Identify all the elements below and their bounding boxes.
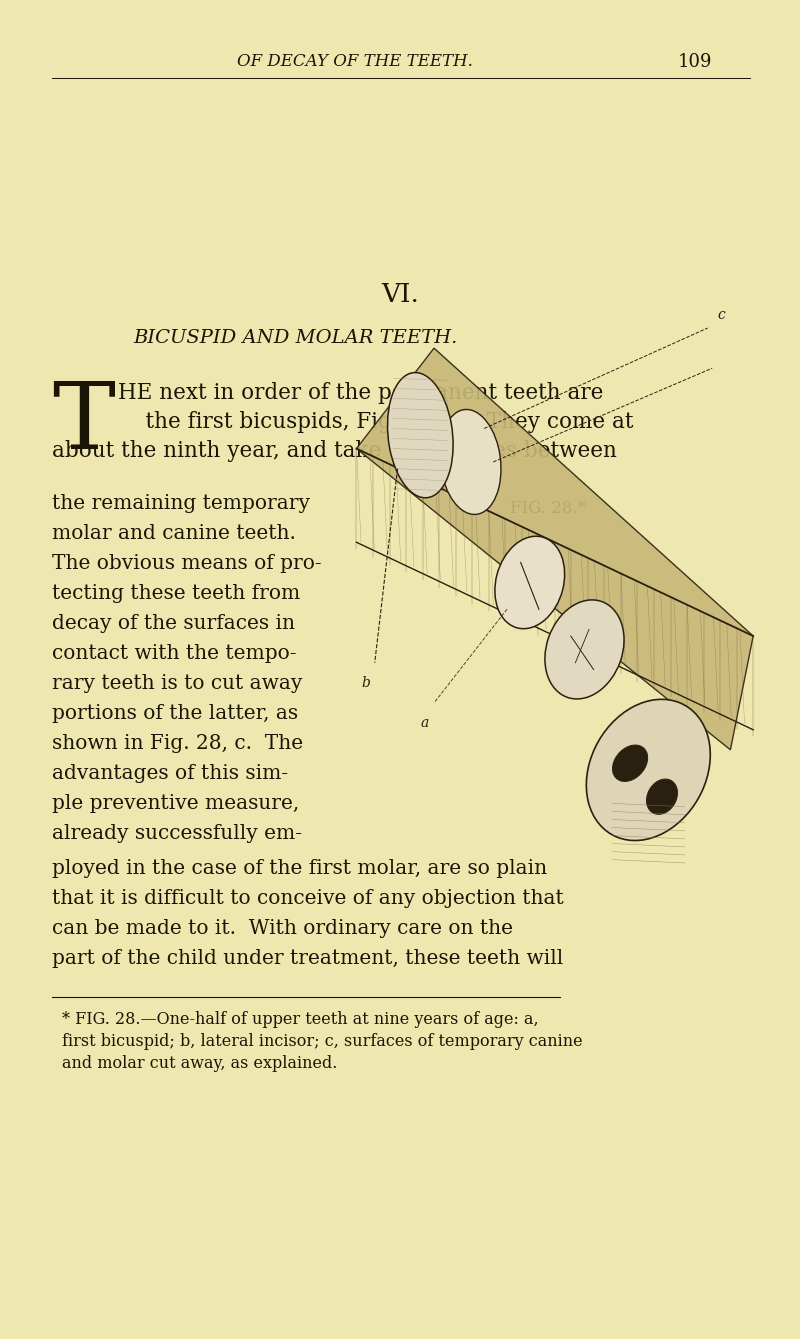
Text: a: a xyxy=(421,716,429,730)
Text: and molar cut away, as explained.: and molar cut away, as explained. xyxy=(62,1055,338,1073)
Text: can be made to it.  With ordinary care on the: can be made to it. With ordinary care on… xyxy=(52,919,513,939)
Text: ple preventive measure,: ple preventive measure, xyxy=(52,794,299,813)
Text: the first bicuspids, Fig. 28, a.   They come at: the first bicuspids, Fig. 28, a. They co… xyxy=(118,411,634,432)
Text: first bicuspid; b, lateral incisor; c, surfaces of temporary canine: first bicuspid; b, lateral incisor; c, s… xyxy=(62,1032,582,1050)
Text: VI.: VI. xyxy=(381,283,419,308)
Text: rary teeth is to cut away: rary teeth is to cut away xyxy=(52,674,302,694)
Text: ployed in the case of the first molar, are so plain: ployed in the case of the first molar, a… xyxy=(52,860,547,878)
Text: tecting these teeth from: tecting these teeth from xyxy=(52,584,300,603)
Text: * FIG. 28.—One-half of upper teeth at nine years of age: a,: * FIG. 28.—One-half of upper teeth at ni… xyxy=(62,1011,538,1028)
Text: part of the child under treatment, these teeth will: part of the child under treatment, these… xyxy=(52,949,563,968)
Text: OF DECAY OF THE TEETH.: OF DECAY OF THE TEETH. xyxy=(237,54,473,71)
Text: molar and canine teeth.: molar and canine teeth. xyxy=(52,524,296,544)
Ellipse shape xyxy=(387,372,453,498)
Text: about the ninth year, and take their places between: about the ninth year, and take their pla… xyxy=(52,441,617,462)
Text: contact with the tempo-: contact with the tempo- xyxy=(52,644,297,663)
Text: that it is difficult to conceive of any objection that: that it is difficult to conceive of any … xyxy=(52,889,564,908)
Text: 109: 109 xyxy=(678,54,712,71)
Text: decay of the surfaces in: decay of the surfaces in xyxy=(52,615,295,633)
Text: c: c xyxy=(718,308,725,321)
Ellipse shape xyxy=(440,410,501,514)
Text: portions of the latter, as: portions of the latter, as xyxy=(52,704,298,723)
Ellipse shape xyxy=(586,699,710,841)
Polygon shape xyxy=(357,348,754,750)
Text: The obvious means of pro-: The obvious means of pro- xyxy=(52,554,322,573)
Text: shown in Fig. 28, c.  The: shown in Fig. 28, c. The xyxy=(52,734,303,753)
Ellipse shape xyxy=(495,536,565,629)
Ellipse shape xyxy=(613,744,648,782)
Ellipse shape xyxy=(646,779,678,814)
Text: already successfully em-: already successfully em- xyxy=(52,823,302,844)
Ellipse shape xyxy=(545,600,624,699)
Text: HE next in order of the permanent teeth are: HE next in order of the permanent teeth … xyxy=(118,382,603,404)
Text: the remaining temporary: the remaining temporary xyxy=(52,494,310,513)
Text: T: T xyxy=(52,378,115,469)
Text: advantages of this sim-: advantages of this sim- xyxy=(52,765,288,783)
Text: BICUSPID AND MOLAR TEETH.: BICUSPID AND MOLAR TEETH. xyxy=(133,329,457,347)
Text: FIG. 28.*: FIG. 28.* xyxy=(510,499,586,517)
Text: b: b xyxy=(361,676,370,690)
